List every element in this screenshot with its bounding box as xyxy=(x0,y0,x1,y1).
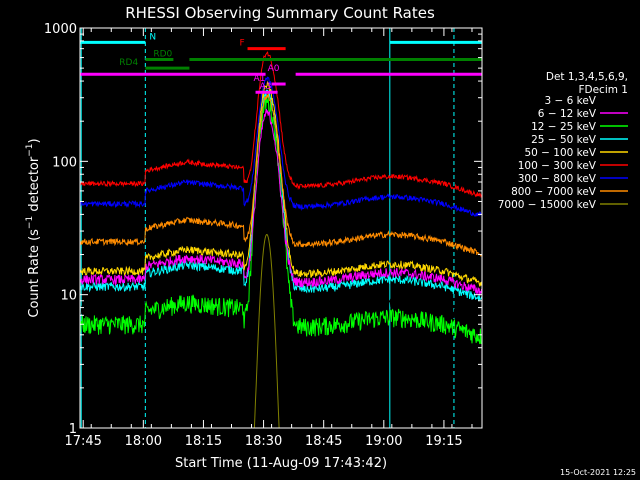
legend-entry-label-5: 100 − 300 keV xyxy=(518,160,597,172)
legend-header-1: FDecim 1 xyxy=(578,84,628,96)
series-lines xyxy=(80,51,482,428)
flag-label-F: F xyxy=(240,39,245,49)
legend-entry-label-8: 7000 − 15000 keV xyxy=(498,199,597,211)
y-tick-label-2: 100 xyxy=(52,155,77,170)
y-tick-label-0: 1 xyxy=(69,422,77,437)
flag-label-N: N xyxy=(149,32,156,42)
y-axis: 1 10 100 1000 xyxy=(44,22,482,437)
x-tick-label-6: 19:15 xyxy=(425,434,462,449)
legend-entry-label-7: 800 − 7000 keV xyxy=(511,186,597,198)
series-line-7 xyxy=(80,92,482,257)
x-tick-label-5: 19:00 xyxy=(365,434,402,449)
x-axis: 17:45 18:00 18:15 18:30 18:45 19:00 19:15 xyxy=(64,28,473,449)
flag-label-A3: A3 xyxy=(260,82,272,92)
plot-frame xyxy=(79,27,483,429)
x-tick-label-3: 18:30 xyxy=(245,434,282,449)
x-tick-label-4: 18:45 xyxy=(305,434,342,449)
x-tick-label-0: 17:45 xyxy=(64,434,101,449)
series-line-6 xyxy=(80,76,482,218)
x-axis-label: Start Time (11-Aug-09 17:43:42) xyxy=(175,456,387,471)
flag-label-RD4: RD4 xyxy=(119,58,138,68)
series-line-5 xyxy=(80,51,482,199)
flag-bars xyxy=(80,40,482,94)
y-tick-label-1: 10 xyxy=(60,289,77,304)
flag-label-RD0: RD0 xyxy=(153,50,172,60)
legend-entry-label-3: 25 − 50 keV xyxy=(531,134,597,146)
x-tick-label-1: 18:00 xyxy=(125,434,162,449)
x-tick-label-2: 18:15 xyxy=(185,434,222,449)
legend-entry-label-1: 6 − 12 keV xyxy=(538,108,597,120)
legend-entry-label-4: 50 − 100 keV xyxy=(524,147,596,159)
series-line-1 xyxy=(80,108,482,296)
series-line-0 xyxy=(80,129,482,325)
flag-label-A0: A0 xyxy=(268,64,280,74)
timestamp: 15-Oct-2021 12:25 xyxy=(560,468,636,477)
chart-title: RHESSI Observing Summary Count Rates xyxy=(125,4,435,22)
legend-entry-label-2: 12 − 25 keV xyxy=(531,121,597,133)
series-line-2 xyxy=(80,95,482,345)
y-axis-label: Count Rate (s−1 detector−1) xyxy=(25,138,42,317)
legend-entry-label-0: 3 − 6 keV xyxy=(544,95,596,107)
flag-label-A1: A1 xyxy=(254,74,266,84)
y-tick-label-3: 1000 xyxy=(44,22,77,37)
series-line-4 xyxy=(80,80,482,287)
legend-entry-label-6: 300 − 800 keV xyxy=(518,173,597,185)
legend-header-0: Det 1,3,4,5,6,9, xyxy=(546,71,628,83)
